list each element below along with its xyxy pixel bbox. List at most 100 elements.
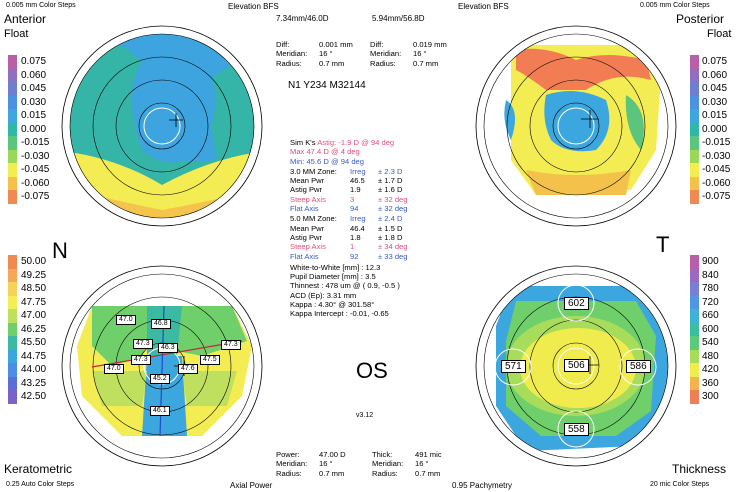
scale-value: 48.50 xyxy=(21,283,47,295)
scale-row: -0.015 xyxy=(690,136,736,150)
zone3-label: 3.0 MM Zone: xyxy=(290,166,337,176)
scale-value: 720 xyxy=(702,296,719,308)
scale-value: -0.045 xyxy=(702,164,731,176)
scale-row: 900 xyxy=(690,255,736,269)
diff-label: Diff: xyxy=(370,40,384,49)
scale-row: -0.045 xyxy=(690,163,736,177)
zone3-irreg-label: Irreg xyxy=(350,166,366,176)
pachy-center-value: 506 xyxy=(564,359,589,372)
scale-row: 0.045 xyxy=(8,82,54,96)
kerato-label: 47.5 xyxy=(200,355,220,365)
scale-value: 0.015 xyxy=(702,110,728,122)
scale-swatch xyxy=(8,136,17,150)
scale-row: 0.075 xyxy=(690,55,736,69)
scale-value: 540 xyxy=(702,337,719,349)
kerato-label: 47.3 xyxy=(133,339,153,349)
scale-value: 0.030 xyxy=(21,96,47,108)
pachy-superior-value: 602 xyxy=(564,297,589,310)
anterior-float-label: Float xyxy=(4,28,29,40)
white-to-white: White-to-White [mm] : 12.3 xyxy=(290,262,381,272)
nasal-letter: N xyxy=(52,238,68,263)
scale-swatch xyxy=(8,322,17,336)
scale-swatch xyxy=(8,255,17,269)
zone3-steep-value: 3 xyxy=(350,194,355,204)
zone3-astig-label: Astig Pwr xyxy=(290,185,323,195)
scale-row: 0.030 xyxy=(8,95,54,109)
zone5-astig-tol: ± 1.8 D xyxy=(378,232,403,242)
scale-swatch xyxy=(8,109,17,123)
scale-swatch xyxy=(8,122,17,136)
scale-row: -0.075 xyxy=(8,190,54,204)
scale-row: 0.000 xyxy=(8,122,54,136)
diff-value: 0.001 mm xyxy=(319,40,353,49)
scale-swatch xyxy=(690,309,699,323)
scale-row: 46.25 xyxy=(8,322,54,336)
scale-row: 42.50 xyxy=(8,390,54,404)
scale-value: 0.075 xyxy=(702,56,728,68)
scale-swatch xyxy=(8,349,17,363)
scale-value: 49.25 xyxy=(21,269,47,281)
scale-value: -0.045 xyxy=(21,164,50,176)
scale-row: 480 xyxy=(690,349,736,363)
zone5-flat-value: 92 xyxy=(350,251,359,261)
scale-value: 0.000 xyxy=(21,123,47,135)
scale-value: 0.030 xyxy=(702,96,728,108)
posterior-elevation-map[interactable] xyxy=(466,0,690,246)
scale-row: 43.25 xyxy=(8,376,54,390)
radius-value: 0.7 mm xyxy=(415,468,441,478)
scale-value: 900 xyxy=(702,256,719,268)
meridian-label: Meridian: xyxy=(370,49,402,59)
scale-value: 44.75 xyxy=(21,350,47,362)
zone3-steep-label: Steep Axis xyxy=(290,194,326,204)
scale-value: 0.075 xyxy=(21,56,47,68)
scale-swatch xyxy=(8,282,17,296)
zone3-flat-label: Flat Axis xyxy=(290,204,319,214)
power-value: 47.00 D xyxy=(319,450,346,459)
scale-swatch xyxy=(690,282,699,296)
scale-swatch xyxy=(690,295,699,309)
scale-value: 480 xyxy=(702,350,719,362)
zone3-mean-value: 46.5 xyxy=(350,176,365,186)
scale-row: -0.075 xyxy=(690,190,736,204)
radius-value: 0.7 mm xyxy=(319,468,345,478)
scale-row: 300 xyxy=(690,390,736,404)
kerato-label: 47.3 xyxy=(131,355,151,365)
zone3-irreg-value: ± 2.3 D xyxy=(378,166,403,176)
thickness-color-steps: 20 mic Color Steps xyxy=(650,481,710,488)
posterior-title: Posterior xyxy=(676,12,725,26)
pachy-temporal-value: 586 xyxy=(626,360,651,373)
kerato-label: 47.0 xyxy=(116,315,136,325)
scale-swatch xyxy=(8,268,17,282)
scale-swatch xyxy=(8,68,17,82)
anterior-elevation-map[interactable] xyxy=(52,0,276,246)
sim-k-head: Sim K's xyxy=(290,138,316,147)
thickness-info-block: Thick: 491 mic Meridian: 16 ° Radius: 0.7 m… xyxy=(372,450,442,478)
sim-k-astig: Astig: -1.9 D @ 94 deg xyxy=(317,138,395,147)
scale-value: 840 xyxy=(702,269,719,281)
scale-value: 660 xyxy=(702,310,719,322)
sim-k-block: Sim K's Astig: -1.9 D @ 94 deg Max 47.4 … xyxy=(290,138,430,319)
zone5-label: 5.0 MM Zone: xyxy=(290,214,337,224)
zone5-steep-label: Steep Axis xyxy=(290,242,326,252)
elevation-bfs-left-title: Elevation BFS xyxy=(228,2,279,11)
kerato-label: 46.8 xyxy=(151,319,171,329)
scale-row: 780 xyxy=(690,282,736,296)
zone3-astig-tol: ± 1.6 D xyxy=(378,185,403,195)
scale-row: -0.045 xyxy=(8,163,54,177)
scale-swatch xyxy=(690,255,699,269)
anterior-title: Anterior xyxy=(4,12,47,26)
scale-row: -0.015 xyxy=(8,136,54,150)
zone5-astig-label: Astig Pwr xyxy=(290,232,323,242)
scale-swatch xyxy=(690,363,699,377)
keratometric-axial-map[interactable] xyxy=(52,246,276,492)
zone5-steep-value: 1 xyxy=(350,242,355,252)
scale-swatch xyxy=(690,176,699,190)
scale-swatch xyxy=(690,136,699,150)
keratometric-color-scale: 50.00 49.25 48.50 47.75 47.00 46.25 45.50 44.75… xyxy=(8,255,54,404)
scale-row: 0.030 xyxy=(690,95,736,109)
diff-label: Diff: xyxy=(276,40,290,49)
scale-row: -0.060 xyxy=(690,176,736,190)
scale-value: 0.045 xyxy=(21,83,47,95)
scale-row: 0.015 xyxy=(8,109,54,123)
scale-swatch xyxy=(690,268,699,282)
